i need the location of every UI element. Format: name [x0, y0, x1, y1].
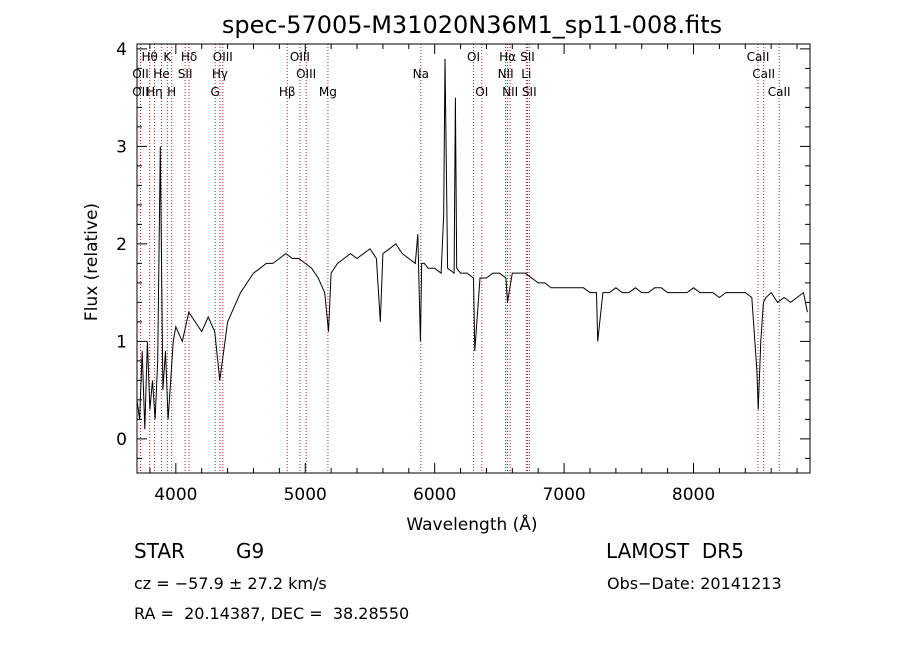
- spectral-line-label: Hδ: [181, 50, 197, 64]
- y-axis-label: Flux (relative): [82, 203, 102, 321]
- spectral-line-label: Mg: [319, 85, 337, 99]
- spectral-line-label: Na: [413, 67, 429, 81]
- spectral-line-label: SII: [520, 50, 535, 64]
- spectral-line-label: Hβ: [279, 85, 296, 99]
- spectral-line-label: OIII: [290, 50, 310, 64]
- spectral-line-label: Hγ: [212, 67, 228, 81]
- spectrum-series: [136, 58, 808, 430]
- spectral-line-label: SII: [178, 67, 193, 81]
- y-tick-label: 3: [116, 137, 127, 157]
- survey-name: LAMOST DR5: [606, 539, 744, 563]
- y-tick-label: 2: [116, 235, 127, 255]
- spectral-line-label: Hα: [499, 50, 516, 64]
- y-tick-label: 1: [116, 332, 127, 352]
- spectral-line-markers: [139, 44, 780, 473]
- spectral-line-label: H: [167, 85, 176, 99]
- plot-frame: [136, 43, 811, 474]
- spectral-line-label: Hη: [146, 85, 163, 99]
- spectral-line-label: CaII: [768, 85, 791, 99]
- spectral-line-label: NII: [502, 85, 518, 99]
- x-tick-label: 5000: [284, 485, 327, 505]
- x-tick-label: 4000: [154, 485, 197, 505]
- spectral-line-label: He: [153, 67, 169, 81]
- x-tick-label: 7000: [542, 485, 585, 505]
- redshift-cz: cz = −57.9 ± 27.2 km/s: [134, 574, 327, 593]
- spectral-line-label: NII: [498, 67, 514, 81]
- spectral-line-label: OII: [132, 85, 149, 99]
- spectral-line-label: CaII: [752, 67, 775, 81]
- spectral-line-label: SII: [522, 85, 537, 99]
- spectral-line-label: OIII: [296, 67, 316, 81]
- x-tick-label: 6000: [413, 485, 456, 505]
- spectral-line-label: OI: [467, 50, 480, 64]
- observation-date: Obs−Date: 20141213: [607, 574, 782, 593]
- object-class: STAR: [134, 539, 185, 563]
- x-tick-label: 8000: [672, 485, 715, 505]
- spectral-line-label: OI: [475, 85, 488, 99]
- object-subclass: G9: [236, 539, 265, 563]
- spectral-line-label: OII: [132, 67, 149, 81]
- spectral-line-label: G: [211, 85, 220, 99]
- y-tick-label: 4: [116, 40, 127, 60]
- chart-title: spec-57005-M31020N36M1_sp11-008.fits: [222, 11, 722, 39]
- spectral-line-label: OIII: [213, 50, 233, 64]
- y-tick-label: 0: [116, 430, 127, 450]
- spectral-line-label: Hθ: [141, 50, 157, 64]
- axis-ticks: 4000 5000 6000 7000 8000 0 1 2 3 4: [116, 40, 810, 505]
- x-axis-label: Wavelength (Å): [406, 513, 537, 535]
- spectral-line-label: K: [163, 50, 172, 64]
- spectral-line-label: CaII: [747, 50, 770, 64]
- spectral-line-label: Li: [521, 67, 531, 81]
- coordinates: RA = 20.14387, DEC = 38.28550: [134, 604, 410, 623]
